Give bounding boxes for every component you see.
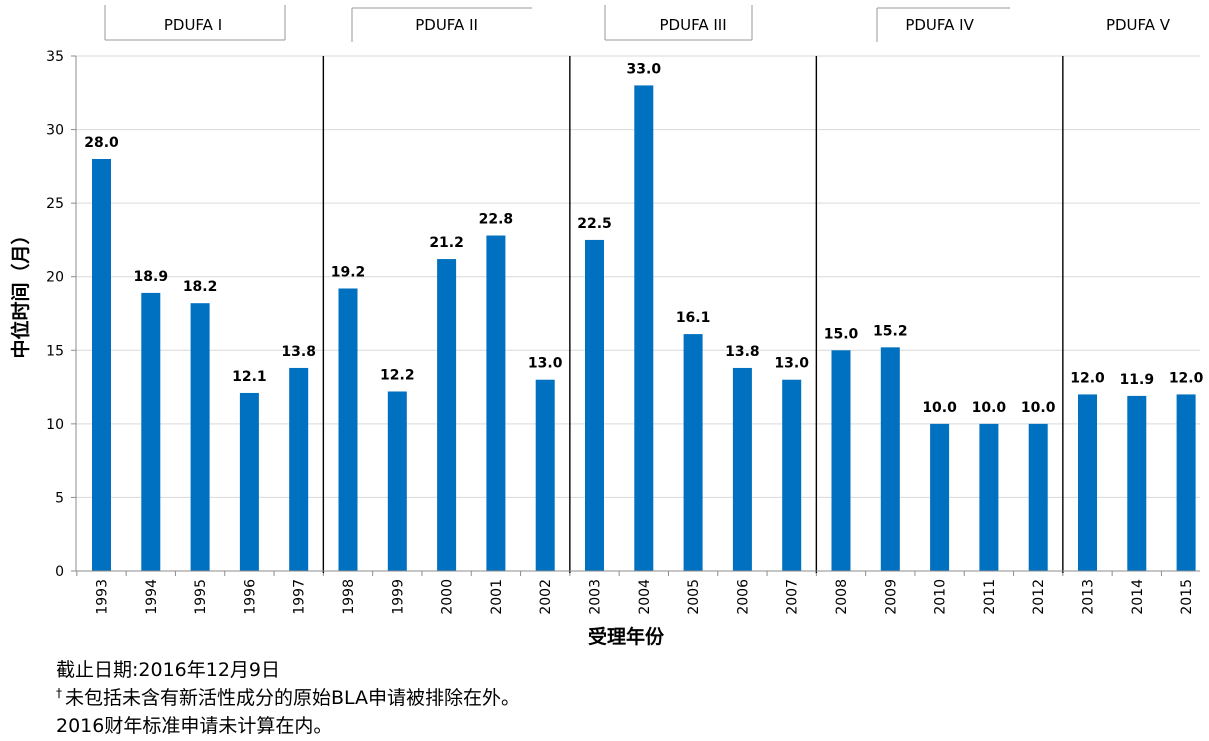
bars bbox=[92, 85, 1196, 571]
y-tick-label: 15 bbox=[46, 343, 64, 359]
x-tick-label-1994: 1994 bbox=[144, 579, 160, 615]
value-label-2012: 10.0 bbox=[1021, 400, 1056, 416]
value-label-2013: 12.0 bbox=[1070, 370, 1105, 386]
bar-2010 bbox=[930, 423, 950, 571]
bar-2004 bbox=[634, 85, 654, 571]
value-label-2002: 13.0 bbox=[528, 356, 563, 372]
bar-2012 bbox=[1028, 423, 1048, 571]
value-label-1995: 18.2 bbox=[183, 279, 218, 295]
y-axis-ticks: 0 5 10 15 20 25 30 35 bbox=[46, 49, 76, 580]
period-label: PDUFA II bbox=[415, 16, 478, 34]
value-label-1999: 12.2 bbox=[380, 367, 415, 383]
x-tick-label-1999: 1999 bbox=[390, 579, 406, 615]
bar-2008 bbox=[831, 350, 851, 571]
bar-2005 bbox=[683, 334, 703, 571]
x-tick-label-2000: 2000 bbox=[440, 579, 456, 615]
bar-1993 bbox=[92, 159, 111, 571]
value-label-2003: 22.5 bbox=[577, 216, 612, 232]
x-tick-label-2005: 2005 bbox=[686, 579, 702, 615]
value-label-2000: 21.2 bbox=[429, 235, 464, 251]
x-tick-label-2002: 2002 bbox=[538, 579, 554, 615]
x-tick-label-1997: 1997 bbox=[292, 579, 308, 615]
bar-1995 bbox=[190, 303, 210, 571]
value-label-2011: 10.0 bbox=[972, 400, 1007, 416]
x-tick-label-2010: 2010 bbox=[933, 579, 949, 615]
x-tick-label-2006: 2006 bbox=[735, 579, 751, 615]
bar-1998 bbox=[338, 288, 358, 571]
fy2016-note: 2016财年标准申请未计算在内。 bbox=[56, 715, 333, 737]
bar-2014 bbox=[1127, 395, 1147, 571]
bar-2007 bbox=[782, 379, 802, 571]
x-tick-label-2015: 2015 bbox=[1179, 579, 1195, 615]
x-tick-label-1995: 1995 bbox=[193, 579, 209, 615]
bar-1994 bbox=[141, 292, 161, 571]
exclusion-note: † 未包括未含有新活性成分的原始BLA申请被排除在外。 bbox=[56, 683, 520, 710]
y-tick-label: 10 bbox=[46, 417, 64, 433]
y-tick-label: 5 bbox=[55, 490, 64, 506]
x-tick-label-2008: 2008 bbox=[834, 579, 850, 615]
y-tick-label: 30 bbox=[46, 123, 64, 139]
value-label-2001: 22.8 bbox=[479, 212, 514, 228]
value-label-2009: 15.2 bbox=[873, 323, 908, 339]
y-tick-label: 0 bbox=[55, 564, 64, 580]
bar-1999 bbox=[387, 391, 407, 571]
bar-1996 bbox=[239, 392, 259, 571]
bar-2013 bbox=[1078, 394, 1097, 571]
y-tick-label: 35 bbox=[46, 49, 64, 65]
value-label-2006: 13.8 bbox=[725, 344, 760, 360]
exclusion-note-text: 未包括未含有新活性成分的原始BLA申请被排除在外。 bbox=[65, 687, 521, 709]
y-tick-label: 25 bbox=[46, 196, 64, 212]
bar-2015 bbox=[1176, 394, 1196, 571]
bar-2003 bbox=[585, 239, 604, 571]
bar-2006 bbox=[732, 367, 752, 571]
value-label-1996: 12.1 bbox=[232, 369, 267, 385]
period-label: PDUFA V bbox=[1106, 16, 1171, 34]
value-label-2004: 33.0 bbox=[627, 61, 662, 77]
x-axis-label: 受理年份 bbox=[588, 625, 665, 648]
value-label-2014: 11.9 bbox=[1120, 372, 1155, 388]
period-label: PDUFA III bbox=[660, 16, 727, 34]
x-tick-label-2009: 2009 bbox=[883, 579, 899, 615]
bar-1997 bbox=[289, 367, 309, 571]
bar-2002 bbox=[535, 379, 555, 571]
value-label-1998: 19.2 bbox=[331, 264, 366, 280]
value-label-2015: 12.0 bbox=[1169, 370, 1204, 386]
data-labels: 28.0 18.9 18.2 12.1 13.8 19.2 12.2 21.2 22.8 13.0… bbox=[84, 61, 1203, 415]
cutoff-date-note: 截止日期:2016年12月9日 bbox=[56, 659, 281, 681]
bar-2000 bbox=[437, 259, 457, 571]
y-tick-label: 20 bbox=[46, 270, 64, 286]
value-label-2008: 15.0 bbox=[824, 326, 859, 342]
x-axis-ticks: 1993 1994 1995 1996 1997 1998 1999 2000 2001 2002… bbox=[76, 571, 1195, 615]
x-tick-label-1996: 1996 bbox=[242, 579, 258, 615]
x-tick-label-1993: 1993 bbox=[95, 579, 111, 615]
bar-2011 bbox=[979, 423, 999, 571]
period-label: PDUFA I bbox=[164, 16, 222, 34]
x-tick-label-2013: 2013 bbox=[1081, 579, 1097, 615]
value-label-1994: 18.9 bbox=[134, 269, 169, 285]
x-tick-label-2004: 2004 bbox=[637, 579, 653, 615]
value-label-2005: 16.1 bbox=[676, 310, 711, 326]
period-headers: PDUFA I PDUFA II PDUFA III PDUFA IV PDUFA V bbox=[104, 5, 1171, 573]
y-axis-label: 中位时间（月） bbox=[9, 225, 32, 358]
bar-2009 bbox=[880, 347, 900, 571]
x-tick-label-2003: 2003 bbox=[588, 579, 604, 615]
x-tick-label-1998: 1998 bbox=[341, 579, 357, 615]
value-label-1993: 28.0 bbox=[84, 135, 119, 151]
x-tick-label-2014: 2014 bbox=[1130, 579, 1146, 615]
bar-chart: 0 5 10 15 20 25 30 35 28.0 18.9 18.2 12.1 13.8 19.2 1… bbox=[9, 5, 1204, 648]
value-label-2007: 13.0 bbox=[774, 356, 809, 372]
dagger-mark: † bbox=[56, 686, 62, 700]
value-label-1997: 13.8 bbox=[281, 344, 316, 360]
x-tick-label-2011: 2011 bbox=[982, 579, 998, 615]
x-tick-label-2012: 2012 bbox=[1031, 579, 1047, 615]
x-tick-label-2007: 2007 bbox=[785, 579, 801, 615]
period-label: PDUFA IV bbox=[905, 16, 974, 34]
bar-2001 bbox=[486, 235, 506, 571]
value-label-2010: 10.0 bbox=[922, 400, 957, 416]
x-tick-label-2001: 2001 bbox=[489, 579, 505, 615]
